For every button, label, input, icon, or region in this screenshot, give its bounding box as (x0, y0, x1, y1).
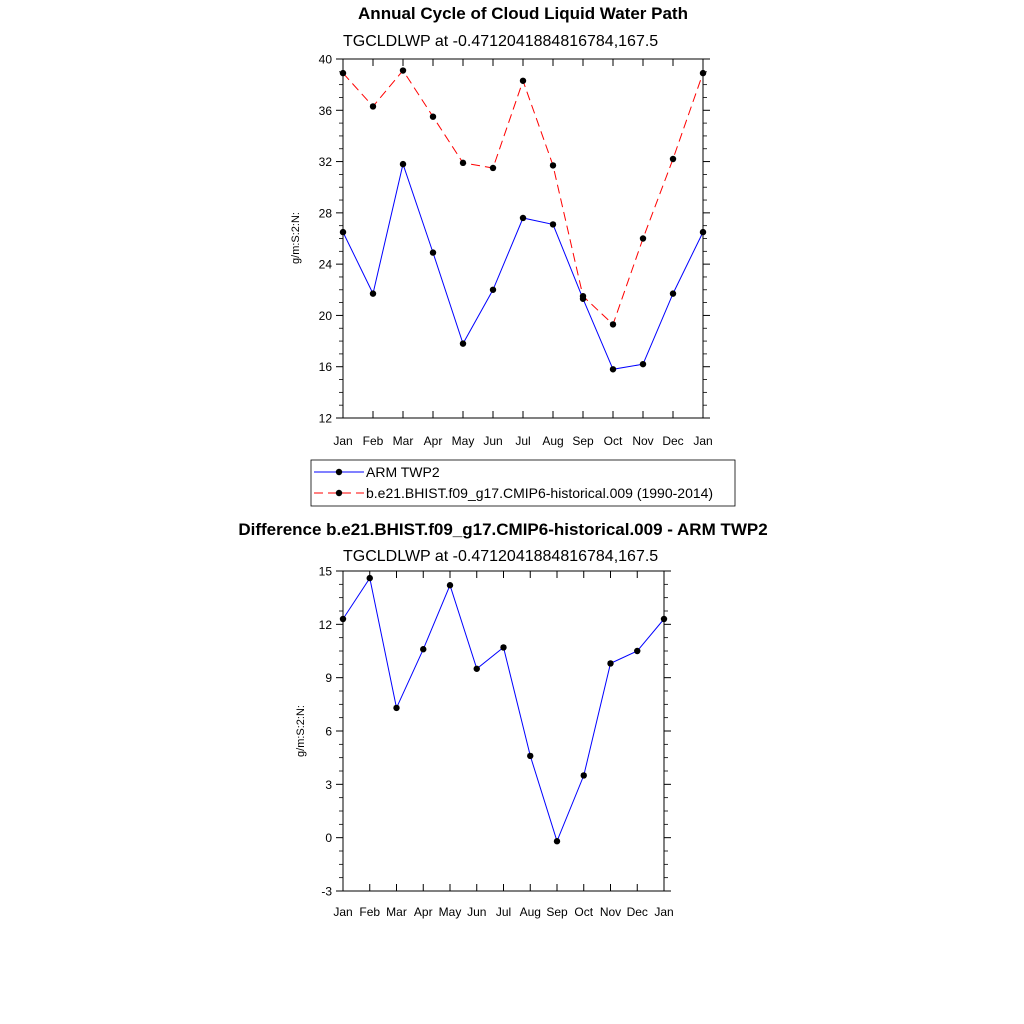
y-tick-label: 9 (325, 671, 332, 685)
x-tick-label: Dec (627, 905, 648, 919)
x-tick-label: Feb (363, 434, 384, 448)
y-tick-label: 40 (319, 53, 333, 67)
data-point-b-e21-bhist-f09-g17-cmip6-historical-009-1990-2014 (429, 113, 437, 120)
x-tick-label: Feb (359, 905, 380, 919)
data-point-difference (366, 574, 373, 582)
x-tick-label: Mar (386, 905, 407, 919)
x-tick-label: Apr (424, 434, 443, 448)
series-line-difference (342, 576, 665, 843)
x-tick-label: Jan (333, 434, 352, 448)
data-point-difference (607, 660, 614, 667)
data-point-b-e21-bhist-f09-g17-cmip6-historical-009-1990-2014 (579, 292, 587, 300)
series-line-b-e21-bhist-f09-g17-cmip6-historical-009-1990-2014 (342, 69, 704, 326)
data-point-arm-twp2 (549, 221, 557, 228)
x-tick-label: Aug (542, 434, 563, 448)
series-line-arm-twp2 (342, 162, 704, 370)
data-point-arm-twp2 (459, 340, 467, 347)
y-tick-label: 3 (325, 778, 332, 792)
legend-marker-model (335, 489, 343, 497)
y-tick-label: 24 (319, 258, 333, 272)
chart-annual-cycle: Annual Cycle of Cloud Liquid Water Path … (290, 4, 713, 448)
chart-difference: Difference b.e21.BHIST.f09_g17.CMIP6-his… (238, 520, 767, 919)
legend-label-arm-twp2: ARM TWP2 (366, 464, 440, 480)
data-point-difference (634, 647, 641, 655)
x-tick-label: Sep (572, 434, 594, 448)
x-tick-label: Jun (483, 434, 502, 448)
x-tick-label: Jan (654, 905, 673, 919)
y-tick-label: 15 (319, 565, 333, 579)
y-tick-label: 12 (319, 618, 333, 632)
x-tick-label: Jan (693, 434, 712, 448)
data-point-difference (420, 646, 427, 653)
data-point-difference (393, 704, 400, 712)
x-tick-label: Jul (515, 434, 530, 448)
data-point-b-e21-bhist-f09-g17-cmip6-historical-009-1990-2014 (399, 67, 407, 74)
data-point-arm-twp2 (399, 160, 407, 168)
data-point-arm-twp2 (669, 290, 677, 297)
chart-subtitle: TGCLDLWP at -0.4712041884816784,167.5 (343, 548, 658, 565)
data-point-b-e21-bhist-f09-g17-cmip6-historical-009-1990-2014 (489, 164, 497, 172)
chart-title: Annual Cycle of Cloud Liquid Water Path (358, 4, 688, 23)
x-tick-label: Nov (632, 434, 653, 448)
plot-frame (342, 570, 665, 892)
plot-frame (342, 58, 704, 419)
x-tick-label: May (439, 905, 462, 919)
x-tick-label: Jun (467, 905, 486, 919)
data-point-arm-twp2 (609, 366, 617, 373)
data-point-arm-twp2 (369, 290, 377, 297)
data-point-b-e21-bhist-f09-g17-cmip6-historical-009-1990-2014 (369, 103, 377, 110)
chart-title: Difference b.e21.BHIST.f09_g17.CMIP6-his… (238, 520, 767, 539)
chart-subtitle: TGCLDLWP at -0.4712041884816784,167.5 (343, 33, 658, 50)
y-tick-label: 36 (319, 104, 333, 118)
x-tick-label: Oct (604, 434, 623, 448)
data-point-arm-twp2 (639, 360, 647, 368)
y-tick-label: 16 (319, 360, 333, 374)
data-point-difference (580, 772, 587, 779)
x-tick-label: Jul (496, 905, 511, 919)
x-tick-label: Dec (662, 434, 683, 448)
legend-label-model: b.e21.BHIST.f09_g17.CMIP6-historical.009… (366, 485, 713, 501)
data-point-b-e21-bhist-f09-g17-cmip6-historical-009-1990-2014 (519, 77, 527, 84)
y-tick-label: 32 (319, 155, 333, 169)
x-tick-label: Jan (333, 905, 352, 919)
x-tick-label: Aug (520, 905, 541, 919)
data-point-b-e21-bhist-f09-g17-cmip6-historical-009-1990-2014 (459, 159, 467, 167)
data-point-b-e21-bhist-f09-g17-cmip6-historical-009-1990-2014 (639, 235, 647, 242)
x-tick-label: Nov (600, 905, 621, 919)
x-tick-label: Sep (546, 905, 568, 919)
x-tick-label: Apr (414, 905, 433, 919)
legend-marker-arm-twp2 (335, 468, 343, 476)
data-point-b-e21-bhist-f09-g17-cmip6-historical-009-1990-2014 (609, 321, 617, 328)
data-point-arm-twp2 (489, 286, 497, 293)
data-point-b-e21-bhist-f09-g17-cmip6-historical-009-1990-2014 (669, 155, 677, 163)
y-tick-label: 0 (325, 831, 332, 845)
legend: ARM TWP2 b.e21.BHIST.f09_g17.CMIP6-histo… (310, 459, 736, 507)
y-tick-label: 20 (319, 309, 333, 323)
x-tick-label: May (452, 434, 475, 448)
y-tick-label: 28 (319, 206, 333, 220)
y-axis-label: g/m:S:2:N: (295, 705, 307, 757)
legend-box (310, 459, 736, 507)
data-point-difference (473, 665, 480, 672)
y-axis-label: g/m:S:2:N: (290, 212, 302, 264)
data-point-difference (446, 582, 454, 589)
y-tick-label: -3 (321, 885, 332, 899)
y-tick-label: 12 (319, 412, 333, 426)
data-point-difference (527, 752, 534, 760)
y-tick-label: 6 (325, 725, 332, 739)
data-point-arm-twp2 (519, 214, 527, 222)
x-tick-label: Oct (574, 905, 593, 919)
x-tick-label: Mar (393, 434, 414, 448)
data-point-difference (500, 644, 507, 651)
data-point-difference (553, 838, 561, 845)
data-point-b-e21-bhist-f09-g17-cmip6-historical-009-1990-2014 (549, 162, 557, 169)
data-point-arm-twp2 (429, 249, 437, 256)
